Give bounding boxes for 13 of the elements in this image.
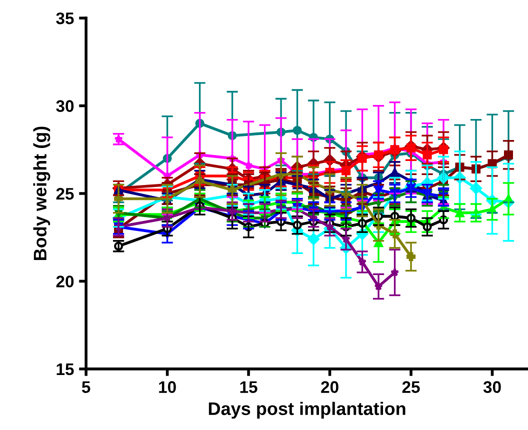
y-tick-label: 30 [56,100,74,112]
x-tick-label: 10 [159,381,176,393]
y-axis-title: Body weight (g) [33,126,50,260]
x-tick-label: 5 [82,381,90,393]
x-tick-label: 15 [240,381,258,393]
y-tick-label: 35 [56,12,74,24]
x-tick-label: 25 [402,381,420,393]
x-tick-label: 30 [483,381,501,394]
x-axis-title: Days post implantation [208,402,406,419]
y-tick-label: 20 [56,276,74,288]
y-tick-label: 15 [56,364,74,376]
x-tick-label: 20 [321,381,338,393]
y-tick-label: 25 [56,188,74,200]
